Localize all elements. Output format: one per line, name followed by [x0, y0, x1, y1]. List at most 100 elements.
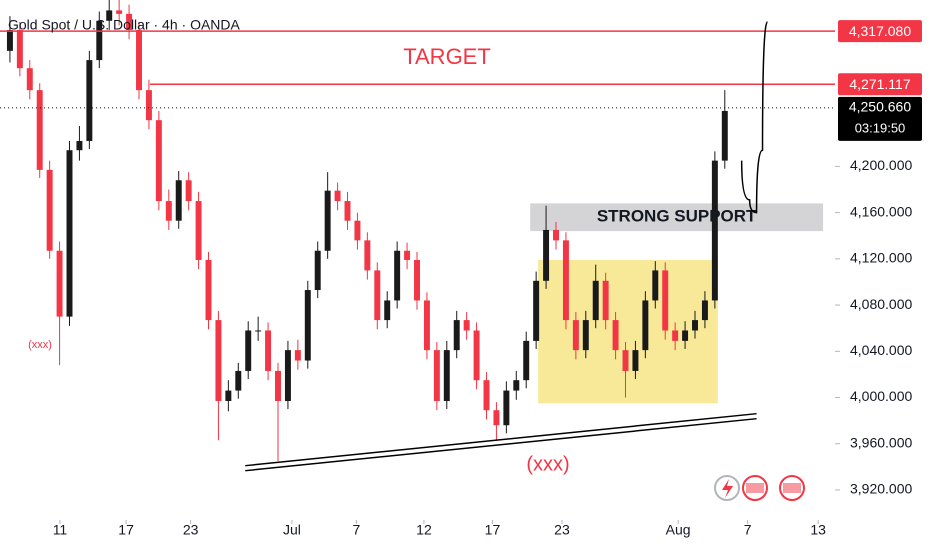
candle-body	[364, 240, 371, 271]
candle-body	[265, 330, 272, 371]
candle-body	[175, 180, 182, 221]
candle-body	[632, 350, 639, 371]
price-label-box	[838, 73, 922, 96]
candle-body	[423, 300, 430, 351]
candle-body	[294, 350, 301, 361]
candle-body	[453, 320, 460, 351]
candle-body	[165, 201, 172, 221]
last-price-box	[838, 96, 922, 141]
candle-body	[433, 350, 440, 401]
x-tick-label: 7	[744, 522, 752, 538]
candle-body	[473, 330, 480, 381]
candle-body	[682, 330, 689, 341]
candle-body	[404, 250, 411, 260]
candle-body	[195, 201, 202, 260]
candle-body	[652, 270, 659, 301]
y-tick-label: 4,200.000	[850, 157, 912, 173]
x-tick-label: 12	[416, 522, 432, 538]
candle-body	[642, 300, 649, 351]
flag-icon	[783, 483, 801, 493]
candle-body	[205, 260, 212, 321]
y-tick-label: 3,920.000	[850, 481, 912, 497]
candle-body	[553, 229, 559, 241]
candle-body	[572, 320, 579, 351]
candle-body	[463, 320, 470, 331]
trendline	[245, 417, 757, 472]
y-tick-label: 4,040.000	[850, 342, 912, 358]
candle-body	[284, 350, 291, 401]
candle-body	[701, 300, 708, 321]
chart-title: Gold Spot / U.S. Dollar · 4h · OANDA	[8, 17, 241, 33]
price-label-box	[838, 20, 922, 43]
candle-body	[136, 30, 142, 91]
x-tick-label: 23	[554, 522, 570, 538]
candle-body	[96, 20, 103, 61]
x-tick-label: Aug	[666, 522, 691, 538]
candle-body	[185, 180, 192, 202]
target-label: TARGET	[403, 44, 491, 69]
candle-body	[304, 290, 311, 361]
candle-body	[106, 10, 113, 21]
candle-body	[16, 30, 23, 69]
y-tick-label: 4,000.000	[850, 388, 912, 404]
candle-body	[503, 390, 510, 426]
candle-body	[145, 90, 152, 121]
x-tick-label: 13	[810, 522, 826, 538]
candle-body	[215, 320, 222, 401]
y-tick-label: 4,120.000	[850, 250, 912, 266]
y-tick-label: 3,960.000	[850, 434, 912, 450]
pattern-label: (xxx)	[526, 453, 569, 475]
x-tick-label: 17	[118, 522, 134, 538]
candle-body	[245, 330, 252, 371]
candle-body	[46, 169, 53, 251]
candle-body	[592, 280, 599, 321]
last-price-label: 4,250.660	[849, 99, 911, 115]
candle-body	[483, 380, 490, 411]
candle-body	[76, 140, 83, 151]
candle-body	[26, 68, 33, 91]
countdown: 03:19:50	[855, 120, 906, 135]
candle-body	[493, 410, 500, 426]
candle-body	[612, 320, 619, 351]
pattern-label: (xxx)	[28, 339, 52, 351]
y-tick-label: 4,160.000	[850, 203, 912, 219]
candle-body	[662, 270, 669, 331]
candle-body	[582, 320, 589, 351]
candle-body	[255, 330, 262, 332]
candle-body	[334, 190, 341, 202]
candle-body	[543, 229, 550, 281]
candle-body	[622, 350, 629, 371]
candle-body	[324, 190, 331, 251]
y-tick-label: 4,080.000	[850, 296, 912, 312]
x-tick-label: 17	[485, 522, 501, 538]
candle-body	[155, 120, 162, 202]
candle-body	[344, 201, 351, 221]
candle-body	[523, 340, 530, 381]
candle-body	[6, 30, 13, 51]
price-label: 4,317.080	[849, 23, 911, 39]
candle-body	[414, 260, 420, 301]
x-tick-label: 23	[183, 522, 199, 538]
trendline	[245, 412, 757, 467]
candle-body	[225, 390, 232, 401]
x-tick-label: Jul	[283, 522, 301, 538]
candle-body	[56, 250, 63, 317]
candle-body	[533, 280, 540, 341]
event-icons	[714, 475, 805, 501]
candle-body	[692, 320, 698, 331]
candle-body	[275, 370, 281, 401]
candle-body	[126, 13, 133, 31]
candle-body	[314, 250, 321, 291]
x-tick-label: 11	[53, 522, 68, 538]
candle-body	[354, 220, 361, 241]
x-tick-label: 7	[353, 522, 361, 538]
candle-body	[721, 110, 728, 161]
candle-body	[602, 280, 609, 321]
candle-body	[235, 370, 242, 391]
candle-body	[384, 300, 391, 321]
candle-body	[562, 240, 569, 321]
zone	[530, 203, 824, 232]
candle-body	[116, 10, 123, 14]
